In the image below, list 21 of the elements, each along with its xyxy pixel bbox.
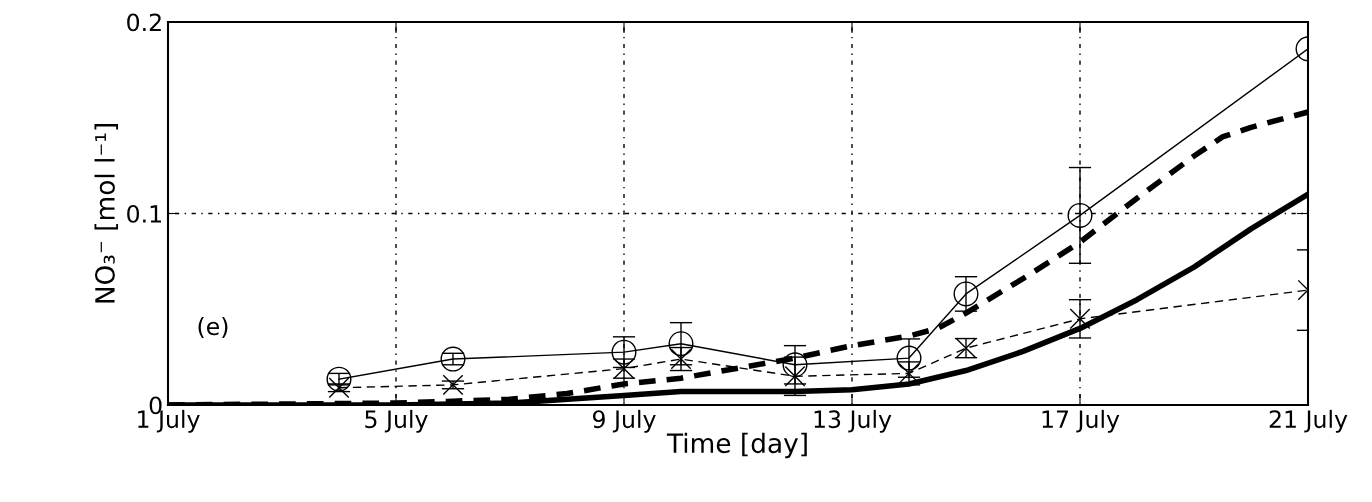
point bbox=[784, 365, 806, 387]
point bbox=[326, 366, 352, 392]
point bbox=[1067, 202, 1093, 228]
point bbox=[1069, 308, 1091, 330]
x-tick-label: 17 July bbox=[1042, 409, 1120, 433]
x-tick-label: 5 July bbox=[365, 409, 428, 433]
point bbox=[782, 352, 808, 378]
annotation: (e) bbox=[198, 317, 228, 339]
x-tick-label: 21 July bbox=[1269, 409, 1348, 433]
y-axis-title: NO₃⁻ [mol l⁻¹] bbox=[94, 124, 119, 303]
y-tick-label: 0.1 bbox=[127, 204, 161, 223]
point bbox=[896, 345, 922, 371]
point bbox=[328, 377, 350, 399]
x-tick-label: 9 July bbox=[592, 409, 656, 433]
x-tick-label: 13 July bbox=[814, 409, 892, 433]
point bbox=[668, 331, 694, 357]
point bbox=[440, 346, 466, 372]
point bbox=[953, 281, 979, 307]
point bbox=[442, 374, 464, 396]
y-tick-label: 0.2 bbox=[127, 13, 161, 32]
x-axis-title: Time [day] bbox=[666, 432, 807, 459]
